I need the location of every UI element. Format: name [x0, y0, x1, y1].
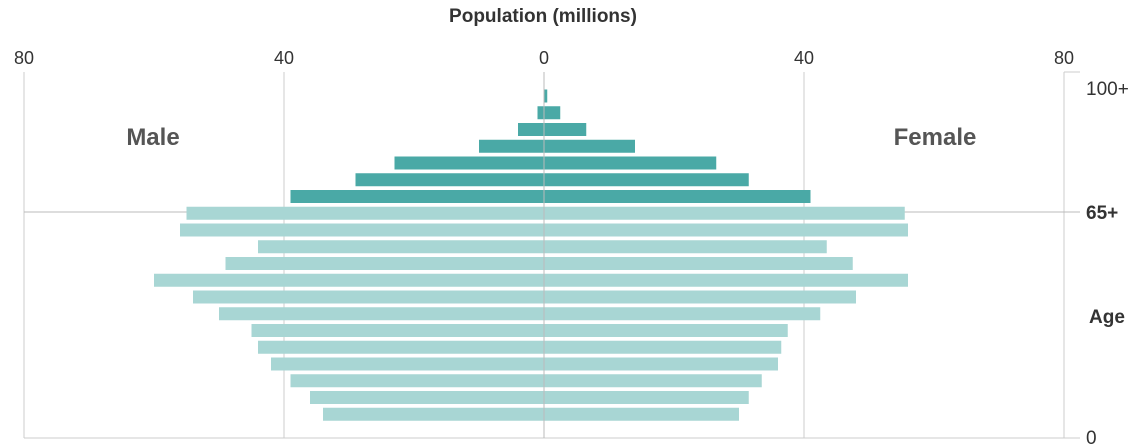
female-bar-7	[544, 206, 905, 220]
female-bar-17	[544, 374, 762, 388]
x-tick-female-80: 80	[1054, 48, 1074, 68]
female-bar-15	[544, 340, 782, 354]
chart-title: Population (millions)	[449, 6, 637, 27]
age-tick-0: 0	[1086, 428, 1097, 448]
age-tick-65-plus: 65+	[1086, 203, 1118, 224]
male-bar-11	[154, 273, 544, 287]
female-bar-9	[544, 240, 827, 254]
male-bar-5	[355, 173, 544, 187]
female-bar-1	[544, 106, 561, 120]
female-bar-6	[544, 190, 811, 203]
male-bar-15	[258, 340, 544, 354]
male-bar-13	[219, 307, 544, 321]
x-tick-male-80: 80	[14, 48, 34, 68]
female-bar-19	[544, 407, 739, 421]
male-bar-4	[394, 156, 544, 170]
female-bar-2	[544, 123, 587, 136]
male-bar-10	[225, 257, 544, 270]
female-bar-4	[544, 156, 717, 170]
female-bar-5	[544, 173, 749, 187]
x-tick-female-40: 40	[794, 48, 814, 68]
male-bar-12	[193, 290, 544, 304]
female-bar-14	[544, 324, 788, 337]
male-bar-2	[518, 123, 544, 136]
male-bar-3	[479, 139, 544, 153]
male-bar-9	[258, 240, 544, 254]
male-bar-16	[271, 357, 544, 371]
female-bar-0	[544, 89, 548, 103]
x-tick-male-40: 40	[274, 48, 294, 68]
female-label: Female	[894, 124, 977, 151]
female-bar-11	[544, 273, 908, 287]
male-label: Male	[126, 124, 179, 151]
male-bar-7	[186, 206, 544, 220]
bars-group	[154, 89, 908, 421]
male-bar-6	[290, 190, 544, 203]
female-bar-13	[544, 307, 821, 321]
male-bar-8	[180, 223, 544, 237]
female-bar-18	[544, 391, 749, 404]
y-axis-label-age: Age	[1089, 307, 1125, 328]
female-bar-8	[544, 223, 908, 237]
male-bar-14	[251, 324, 544, 337]
male-bar-18	[310, 391, 544, 404]
age-tick-100-plus: 100+	[1086, 79, 1129, 100]
female-bar-16	[544, 357, 778, 371]
male-bar-19	[323, 407, 544, 421]
female-bar-12	[544, 290, 856, 304]
female-bar-10	[544, 257, 853, 270]
male-bar-1	[537, 106, 544, 120]
x-tick-zero: 0	[539, 48, 549, 68]
female-bar-3	[544, 139, 635, 153]
male-bar-17	[290, 374, 544, 388]
